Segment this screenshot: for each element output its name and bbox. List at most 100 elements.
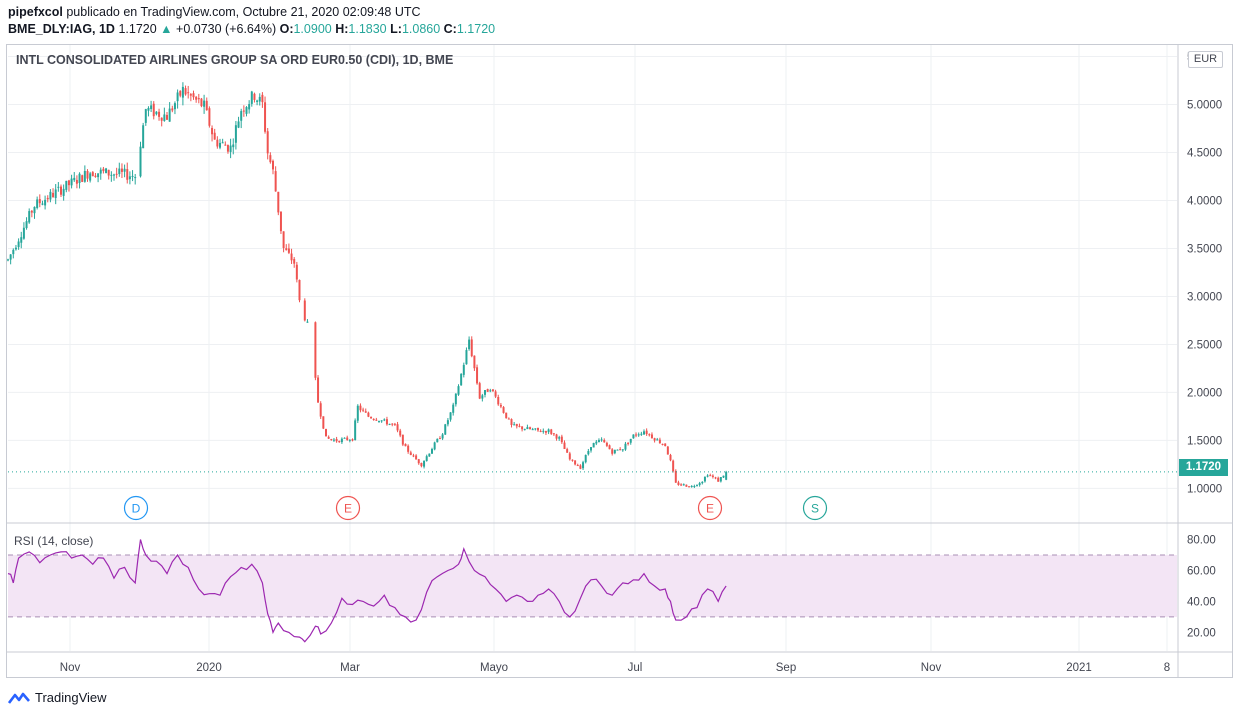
candle-body (714, 477, 717, 479)
candle-body (171, 108, 174, 111)
time-tick-label: 2020 (196, 662, 222, 674)
candle-body (211, 127, 214, 135)
candle-body (25, 221, 28, 229)
low-value: 1.0860 (401, 22, 441, 36)
candle-body (380, 420, 383, 422)
rsi-band (8, 554, 1177, 618)
candle-body (457, 386, 460, 395)
candle-body (253, 93, 256, 100)
candle-body (468, 339, 471, 350)
candle-body (568, 453, 571, 460)
candle-body (264, 102, 267, 132)
candle-body (624, 443, 627, 450)
high-value: 1.1830 (348, 22, 387, 36)
candle-body (438, 438, 441, 440)
candle-body (417, 459, 420, 464)
candle-body (465, 350, 468, 365)
candle-body (221, 142, 224, 144)
candle-body (242, 110, 245, 112)
candle-body (134, 177, 137, 179)
candle-body (181, 86, 184, 98)
candle-body (73, 177, 76, 181)
candle-body (184, 88, 187, 95)
candle-body (248, 104, 251, 110)
rsi-legend: RSI (14, close) (14, 534, 94, 548)
candle-body (327, 436, 330, 439)
candle-body (319, 403, 322, 417)
candle-body (404, 443, 407, 447)
candle-body (491, 389, 494, 392)
candle-body (674, 470, 677, 483)
candle-body (70, 178, 73, 186)
candle-body (703, 477, 706, 482)
candle-body (158, 111, 161, 117)
candle-body (266, 131, 269, 154)
candle-body (187, 92, 190, 94)
candle-body (643, 431, 645, 435)
time-tick-label: Nov (60, 662, 81, 674)
candle-body (531, 429, 534, 431)
candle-body (139, 146, 142, 177)
candle-body (666, 446, 669, 455)
candle-body (282, 231, 285, 248)
candle-body (120, 168, 123, 172)
candle-body (505, 412, 508, 419)
candle-body (388, 423, 391, 425)
candle-body (335, 438, 338, 442)
candle-body (648, 434, 651, 436)
candle-body (128, 176, 131, 180)
candle-body (351, 439, 354, 441)
candle-body (640, 433, 643, 435)
candle-body (698, 483, 701, 486)
candle-body (256, 100, 259, 102)
event-marker[interactable] (802, 495, 828, 521)
currency-tag[interactable]: EUR (1188, 51, 1223, 68)
time-tick-label: Nov (921, 662, 942, 674)
candle-body (274, 171, 277, 192)
candle-body (566, 449, 569, 453)
candle-body (449, 412, 452, 420)
footer-brand[interactable]: TradingView (8, 690, 107, 705)
candle-body (499, 404, 502, 407)
candle-body (17, 241, 20, 248)
rsi-line-group (7, 539, 727, 643)
candle-body (605, 442, 608, 446)
candle-body (470, 339, 473, 357)
event-marker[interactable] (697, 495, 723, 521)
candle-body (375, 419, 378, 421)
candle-body (75, 179, 78, 184)
event-marker[interactable] (335, 495, 361, 521)
candle-body (62, 188, 65, 196)
candle-body (494, 391, 497, 397)
candle-body (287, 248, 290, 253)
candle-body (168, 108, 171, 122)
event-marker[interactable] (123, 495, 149, 521)
candle-body (682, 484, 685, 486)
candle-body (481, 395, 484, 399)
candle-body (57, 186, 60, 188)
candle-body (595, 441, 598, 444)
candle-body (89, 173, 92, 181)
candle-body (484, 390, 486, 395)
candle-body (621, 449, 624, 451)
candle-body (240, 111, 243, 121)
close-value: 1.1720 (456, 22, 496, 36)
candle-body (550, 429, 553, 434)
candle-body (118, 168, 121, 175)
candle-body (38, 199, 41, 204)
price-tick-label: 5.0000 (1187, 100, 1222, 112)
candle-body (399, 430, 402, 436)
candle-body (219, 142, 221, 148)
candle-body (192, 93, 195, 98)
candle-body (65, 180, 68, 190)
candle-body (144, 109, 147, 123)
candle-body (208, 108, 211, 126)
candle-body (590, 447, 592, 451)
author-name[interactable]: pipefxcol (8, 5, 63, 19)
candle-body (49, 191, 52, 200)
candle-body (176, 92, 179, 102)
candle-body (179, 90, 182, 96)
candle-body (52, 192, 55, 198)
candle-body (372, 418, 375, 420)
